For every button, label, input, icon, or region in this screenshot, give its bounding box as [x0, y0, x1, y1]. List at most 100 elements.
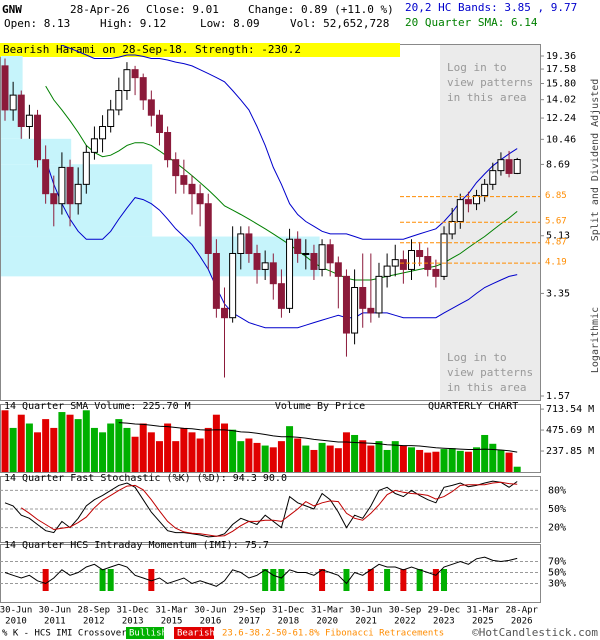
- volume-bar: [456, 450, 464, 472]
- candle-body: [147, 99, 155, 116]
- footer-site: ©HotCandlestick.com: [472, 626, 598, 639]
- volume-bar: [17, 414, 25, 472]
- x-tick-label: 31-Dec: [116, 606, 149, 616]
- x-tick-label: 2021: [355, 617, 377, 627]
- candle-body: [212, 252, 220, 309]
- volume-bar: [269, 447, 277, 472]
- volume-bar: [334, 448, 342, 472]
- volume-bar: [42, 419, 50, 472]
- y-tick-label: 10.46: [546, 134, 576, 145]
- candle-body: [196, 193, 204, 205]
- side-label: Logarithmic: [590, 307, 600, 373]
- oscillator-line: [21, 481, 518, 537]
- volume-bar: [34, 432, 42, 472]
- candle-body: [261, 262, 269, 270]
- x-tick-label: 29-Sep: [233, 606, 266, 616]
- x-tick-label: 2020: [316, 617, 338, 627]
- volume-bar: [318, 442, 326, 472]
- candle-body: [473, 195, 481, 205]
- footer-bullish: Bullish: [129, 629, 167, 639]
- x-tick-label: 2012: [83, 617, 105, 627]
- candle-body: [318, 244, 326, 270]
- login-note: Log in to: [447, 351, 507, 364]
- volume-bar: [440, 449, 448, 472]
- x-tick-label: 2015: [161, 617, 183, 627]
- login-note: view patterns: [447, 366, 533, 379]
- x-tick-label: 31-Dec: [272, 606, 305, 616]
- indicator-line: [45, 159, 518, 329]
- x-tick-label: 2017: [239, 617, 261, 627]
- volume-bar: [351, 434, 359, 472]
- x-tick-label: 31-Mar: [155, 606, 188, 616]
- candle-body: [440, 233, 448, 277]
- candle-body: [383, 265, 391, 277]
- y-tick-label: 475.69 M: [546, 425, 594, 436]
- candle-body: [432, 268, 440, 277]
- imi-signal: [262, 569, 269, 591]
- y-tick-label: 237.85 M: [546, 446, 594, 457]
- y-tick-label: 14.02: [546, 95, 576, 106]
- candle-body: [464, 199, 472, 205]
- x-tick-label: 2010: [5, 617, 27, 627]
- imi-signal: [99, 569, 106, 591]
- volume-bar: [326, 445, 334, 472]
- volume-bar: [253, 442, 261, 472]
- imi-frame: [0, 544, 541, 603]
- volume-bar: [180, 427, 188, 472]
- volume-bar: [9, 427, 17, 472]
- x-tick-label: 2023: [433, 617, 455, 627]
- candle-body: [131, 69, 139, 79]
- candle-body: [58, 166, 66, 205]
- candle-body: [237, 233, 245, 254]
- x-tick-label: 30-Sep: [389, 606, 422, 616]
- panel-label: QUARTERLY CHART: [428, 401, 518, 412]
- volume-bar: [367, 445, 375, 472]
- panel-title: 14 Quarter Fast Stochastic (%K) (%D): 94…: [4, 473, 287, 484]
- volume-bar: [82, 410, 90, 472]
- volume-bar: [310, 449, 318, 472]
- x-tick-label: 2025: [472, 617, 494, 627]
- x-tick-label: 2018: [277, 617, 299, 627]
- candle-body: [107, 109, 115, 127]
- volume-bar: [196, 438, 204, 472]
- login-note: in this area: [447, 91, 526, 104]
- candle-body: [399, 259, 407, 270]
- login-note: view patterns: [447, 76, 533, 89]
- volume-bar: [212, 414, 220, 472]
- volume-by-price-title: Volume By Price: [275, 401, 365, 412]
- x-tick-label: 30-Jun: [350, 606, 383, 616]
- candle-body: [90, 138, 98, 153]
- volume-bar: [286, 426, 294, 472]
- volume-bar: [90, 427, 98, 472]
- y-tick-label: 50%: [548, 568, 566, 579]
- y-tick-label: 70%: [548, 557, 566, 568]
- volume-bar: [513, 466, 521, 472]
- candle-body: [505, 159, 513, 174]
- volume-bar: [229, 429, 237, 472]
- volume-bar: [416, 449, 424, 472]
- volume-bar: [399, 445, 407, 472]
- volume-bar: [432, 451, 440, 472]
- volume-bar: [147, 432, 155, 472]
- y-tick-label: 8.69: [546, 159, 570, 170]
- x-tick-label: 2022: [394, 617, 416, 627]
- bands-legend: 20,2 HC Bands: 3.85 , 9.77: [405, 1, 577, 14]
- candle-body: [50, 193, 58, 205]
- volume-bar: [74, 419, 82, 472]
- candle-body: [123, 69, 131, 92]
- volume-bar: [58, 412, 66, 472]
- fib-label: 6.85: [545, 191, 567, 201]
- imi-signal: [148, 569, 155, 591]
- volume-bar: [245, 438, 253, 472]
- imi-signal: [42, 569, 49, 591]
- y-tick-label: 80%: [548, 485, 566, 496]
- x-tick-label: 2011: [44, 617, 66, 627]
- imi-signal: [441, 569, 448, 591]
- pattern-box: [0, 43, 400, 57]
- fib-label: 4.87: [545, 237, 567, 247]
- volume-bar: [107, 423, 115, 472]
- footer-crossover: % K - HCS IMI Crossover,: [2, 629, 132, 639]
- candle-body: [269, 262, 277, 285]
- y-tick-label: 3.35: [546, 288, 570, 299]
